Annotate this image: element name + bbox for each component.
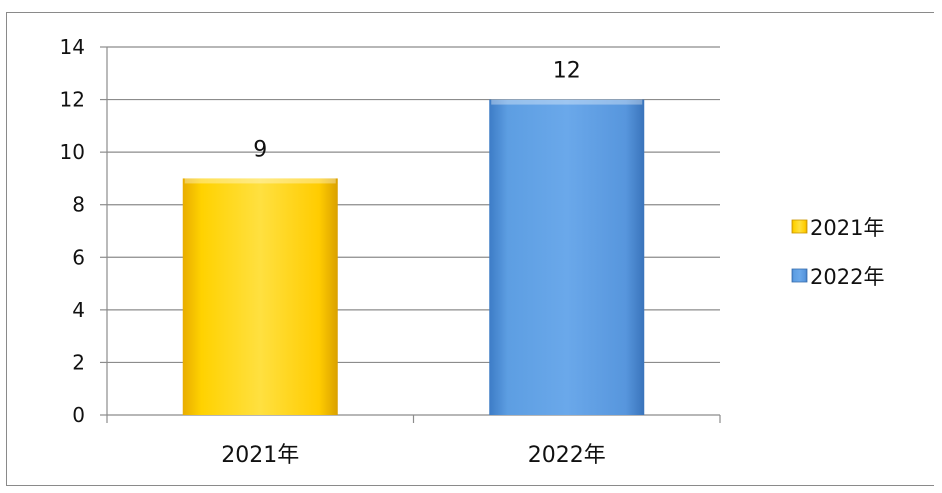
bars [182,99,645,416]
bar-body [182,178,338,415]
legend-swatch [791,268,808,283]
chart-frame [6,12,934,486]
y-tick-label: 2 [72,350,85,374]
labels: 9 2021年 12 2022年 [221,59,606,468]
legend-label: 2021年 [810,216,884,240]
bar-body [489,99,645,416]
legend-swatch [791,219,808,234]
y-tick-label: 8 [72,193,85,217]
y-tick-label: 14 [60,35,85,59]
bar [489,99,645,416]
legend-entry: 2021年 [791,216,884,240]
bar-highlight [491,99,643,105]
legend: 2021年 2022年 [791,216,884,289]
y-tick-label: 12 [60,88,85,112]
y-tick-label: 0 [72,403,85,427]
axes: 0 2 4 6 8 10 12 14 [60,35,721,427]
y-tick-label: 6 [72,245,85,269]
y-tick-label: 4 [72,298,85,322]
data-label: 12 [553,59,581,84]
data-label: 9 [253,137,267,162]
bar [182,178,338,415]
legend-entry: 2022年 [791,265,884,289]
legend-label: 2022年 [810,265,884,289]
x-tick-label: 2021年 [221,443,299,468]
y-tick-label: 10 [60,140,85,164]
bar-highlight [184,178,336,184]
x-tick-label: 2022年 [528,443,606,468]
